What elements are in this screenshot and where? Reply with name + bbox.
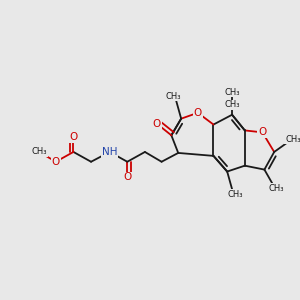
Text: O: O <box>258 128 267 137</box>
Text: O: O <box>123 172 131 182</box>
Text: CH₃: CH₃ <box>32 148 47 157</box>
Text: O: O <box>194 108 202 118</box>
Text: CH₃: CH₃ <box>166 92 181 100</box>
Text: O: O <box>69 132 78 142</box>
Text: NH: NH <box>102 147 117 157</box>
Text: CH₃: CH₃ <box>224 88 240 97</box>
Text: O: O <box>153 118 161 129</box>
Text: O: O <box>52 157 60 167</box>
Text: CH₃: CH₃ <box>268 184 284 193</box>
Text: CH₃: CH₃ <box>224 100 240 109</box>
Text: CH₃: CH₃ <box>285 135 300 144</box>
Text: CH₃: CH₃ <box>227 190 243 199</box>
